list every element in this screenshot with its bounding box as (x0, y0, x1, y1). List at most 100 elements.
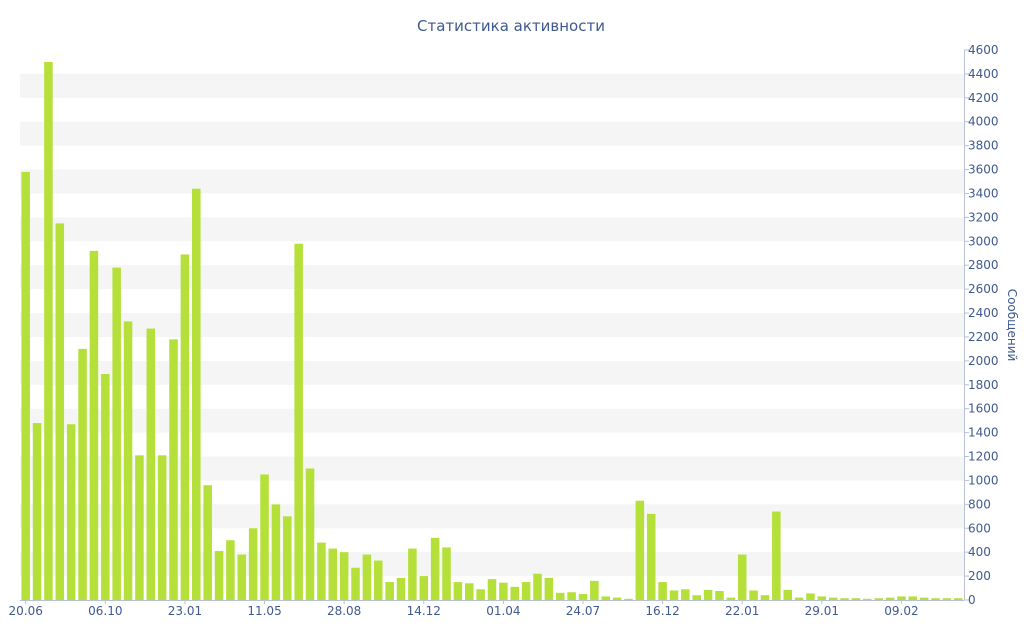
x-tick-label: 23.01 (168, 604, 202, 618)
bar (635, 500, 645, 600)
grid-band (20, 121, 964, 146)
bar (703, 589, 713, 600)
bar (419, 576, 429, 600)
bar (646, 513, 656, 600)
y-tick-label: 1400 (968, 426, 999, 440)
bar (919, 597, 929, 600)
x-tick-label: 09.02 (884, 604, 918, 618)
bar (180, 254, 190, 600)
bar (476, 589, 485, 600)
y-tick-label: 1800 (968, 378, 999, 392)
bar (669, 590, 679, 600)
bar (715, 591, 724, 600)
x-tick-label: 20.06 (9, 604, 43, 618)
bar (317, 542, 326, 600)
y-tick-label: 3600 (968, 163, 999, 177)
bar (305, 468, 315, 600)
bar (271, 504, 281, 600)
bar (112, 267, 121, 600)
bar (135, 455, 144, 600)
grid-band (20, 169, 964, 194)
y-tick-label: 2000 (968, 354, 999, 368)
bar (828, 597, 838, 600)
bar (487, 579, 497, 600)
grid-band (20, 217, 964, 242)
grid-band (20, 408, 964, 433)
bar (55, 223, 65, 600)
bar (851, 598, 861, 600)
x-tick-label: 16.12 (645, 604, 679, 618)
grid-band (20, 73, 964, 98)
bar (430, 537, 440, 600)
x-tick-label: 14.12 (407, 604, 441, 618)
bar (32, 423, 42, 600)
grid-band (20, 504, 964, 529)
y-tick-label: 2200 (968, 330, 999, 344)
y-tick-label: 400 (968, 545, 991, 559)
bar (169, 339, 178, 600)
y-tick-label: 3800 (968, 139, 999, 153)
bar (362, 554, 372, 600)
x-tick-label: 01.04 (486, 604, 520, 618)
grid-band (20, 360, 964, 385)
axes: 0 200 400 600 800 1000 1200 1400 1600 1800 2000 220… (9, 43, 999, 618)
bar (66, 424, 76, 600)
bar (464, 583, 474, 600)
bar (78, 348, 87, 600)
bar (442, 547, 451, 600)
bar (863, 598, 872, 600)
bar (499, 582, 508, 600)
bar (601, 596, 610, 600)
bar (794, 597, 804, 600)
bar (453, 582, 463, 600)
bar (658, 582, 667, 600)
bar (374, 560, 383, 600)
y-tick-label: 3000 (968, 234, 999, 248)
bar (783, 589, 792, 600)
bar (578, 594, 588, 600)
y-tick-label: 3400 (968, 186, 999, 200)
bar (214, 550, 224, 600)
bar (749, 590, 758, 600)
bar (248, 528, 258, 600)
x-tick-label: 28.08 (327, 604, 361, 618)
bar (817, 596, 827, 600)
bar (396, 577, 406, 600)
x-tick-label: 29.01 (805, 604, 839, 618)
grid-band (20, 265, 964, 290)
bar (840, 598, 849, 600)
bar (351, 567, 360, 600)
bar (760, 595, 770, 600)
bar (806, 593, 815, 600)
bar (328, 548, 338, 600)
y-tick-label: 2400 (968, 306, 999, 320)
bar (157, 455, 167, 600)
y-tick-label: 600 (968, 521, 991, 535)
x-tick-label: 22.01 (725, 604, 759, 618)
bar (510, 586, 520, 600)
y-tick-label: 200 (968, 569, 991, 583)
y-tick-label: 1000 (968, 473, 999, 487)
bar (203, 485, 212, 600)
y-tick-label: 1200 (968, 450, 999, 464)
y-tick-label: 4200 (968, 91, 999, 105)
bar (101, 374, 110, 600)
y-tick-label: 0 (968, 593, 976, 607)
bar (897, 596, 906, 600)
bar (226, 540, 235, 600)
bar (590, 580, 599, 600)
y-axis-label: Сообщений (1005, 289, 1019, 362)
y-tick-label: 4600 (968, 43, 999, 57)
bar (555, 592, 565, 600)
bar (533, 573, 542, 600)
y-tick-label: 4400 (968, 67, 999, 81)
bar (692, 595, 701, 600)
bar (521, 582, 531, 600)
bar (954, 598, 963, 600)
grid-band (20, 456, 964, 481)
bar (385, 582, 394, 600)
grid-band (20, 313, 964, 337)
bar-series (21, 61, 963, 600)
